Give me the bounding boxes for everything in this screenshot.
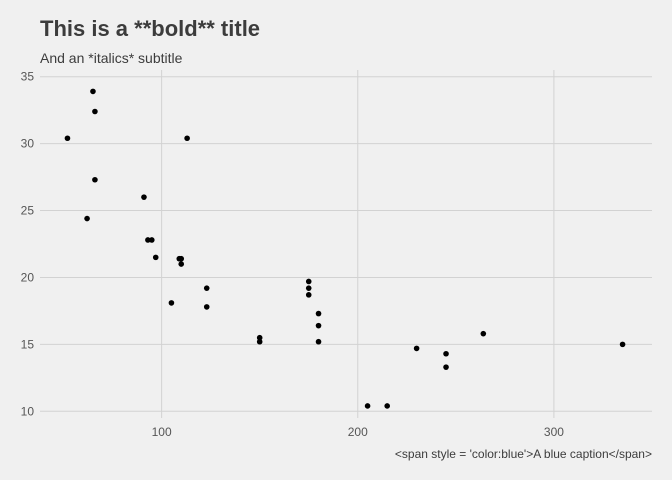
data-point (256, 338, 263, 345)
data-point (178, 255, 185, 262)
chart-title: This is a **bold** title (40, 16, 261, 41)
tick-labels: 10 15 20 25 30 35 100 200 300 (21, 70, 565, 439)
data-point (256, 334, 263, 341)
x-tick-label: 100 (152, 425, 172, 439)
x-tick-label: 200 (348, 425, 368, 439)
data-point (443, 350, 449, 357)
data-point (90, 88, 96, 95)
data-point (305, 292, 312, 298)
grid-lines (40, 70, 652, 418)
data-point (203, 285, 210, 291)
chart-caption: <span style = 'color:blue'>A blue captio… (394, 447, 652, 461)
y-tick-label: 10 (21, 404, 35, 418)
data-point (305, 285, 312, 291)
y-tick-label: 25 (21, 204, 35, 218)
data-point (152, 254, 159, 261)
data-point (315, 322, 322, 329)
data-point (92, 108, 98, 115)
data-point (305, 278, 312, 285)
data-point (364, 403, 371, 409)
data-point (443, 364, 449, 370)
data-point (384, 403, 390, 409)
y-tick-label: 20 (21, 270, 35, 284)
data-points (64, 88, 626, 409)
y-tick-label: 35 (21, 70, 35, 84)
data-point (619, 341, 626, 348)
data-point (64, 135, 71, 142)
data-point (315, 338, 322, 345)
y-tick-label: 30 (21, 137, 35, 151)
data-point (413, 345, 420, 352)
y-tick-label: 15 (21, 337, 35, 351)
data-point (480, 330, 487, 337)
data-point (168, 300, 175, 306)
data-point (315, 310, 322, 317)
data-point (84, 215, 90, 222)
data-point (203, 304, 210, 310)
data-point (178, 261, 185, 267)
data-point (92, 176, 98, 183)
data-point (149, 237, 155, 243)
data-point (141, 194, 147, 200)
chart-subtitle: And an *italics* subtitle (40, 50, 183, 66)
x-tick-label: 300 (544, 425, 564, 439)
data-point (184, 135, 190, 142)
data-point (145, 237, 151, 243)
